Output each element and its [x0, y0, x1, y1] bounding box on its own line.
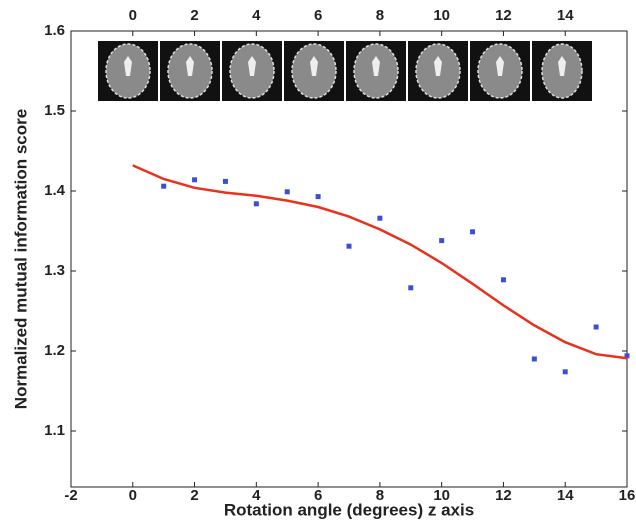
- x-tick-label: -2: [64, 487, 77, 504]
- point: [192, 177, 198, 183]
- y-tick-label: 1.1: [44, 422, 65, 439]
- x-tick-label: 16: [619, 487, 636, 504]
- top-tick-label: 0: [129, 7, 137, 24]
- point: [624, 353, 630, 359]
- point: [315, 194, 321, 200]
- point: [470, 229, 476, 235]
- y-axis-label: Normalized mutual information score: [11, 109, 30, 409]
- x-tick-label: 14: [557, 487, 574, 504]
- point: [222, 178, 228, 184]
- y-tick-label: 1.5: [44, 102, 65, 119]
- plot-frame: [70, 30, 628, 488]
- top-tick-label: 14: [557, 7, 574, 24]
- y-tick-label: 1.2: [44, 342, 65, 359]
- top-tick-label: 2: [190, 7, 198, 24]
- point: [284, 189, 290, 195]
- point: [377, 215, 383, 221]
- y-tick-label: 1.6: [44, 22, 65, 39]
- x-tick-label: 8: [376, 487, 384, 504]
- top-tick-label: 6: [314, 7, 322, 24]
- point: [500, 277, 506, 283]
- top-tick-label: 10: [433, 7, 450, 24]
- point: [346, 243, 352, 249]
- x-tick-label: 12: [495, 487, 512, 504]
- point: [161, 183, 167, 189]
- top-tick-label: 4: [252, 7, 261, 24]
- point: [439, 238, 445, 244]
- x-axis-label: Rotation angle (degrees) z axis: [224, 500, 474, 519]
- x-tick-label: 0: [129, 487, 137, 504]
- x-tick-label: 6: [314, 487, 322, 504]
- point: [408, 285, 414, 291]
- y-tick-label: 1.4: [44, 182, 66, 199]
- fit-curve: [132, 164, 628, 360]
- x-tick-label: 2: [190, 487, 198, 504]
- brain-images: [98, 41, 592, 101]
- point: [593, 324, 599, 330]
- x-tick-label: 10: [433, 487, 450, 504]
- point: [253, 201, 259, 207]
- y-tick-label: 1.3: [44, 262, 65, 279]
- top-tick-label: 8: [376, 7, 384, 24]
- point: [531, 356, 537, 362]
- point: [562, 369, 568, 375]
- x-tick-label: 4: [252, 487, 261, 504]
- top-tick-label: 12: [495, 7, 512, 24]
